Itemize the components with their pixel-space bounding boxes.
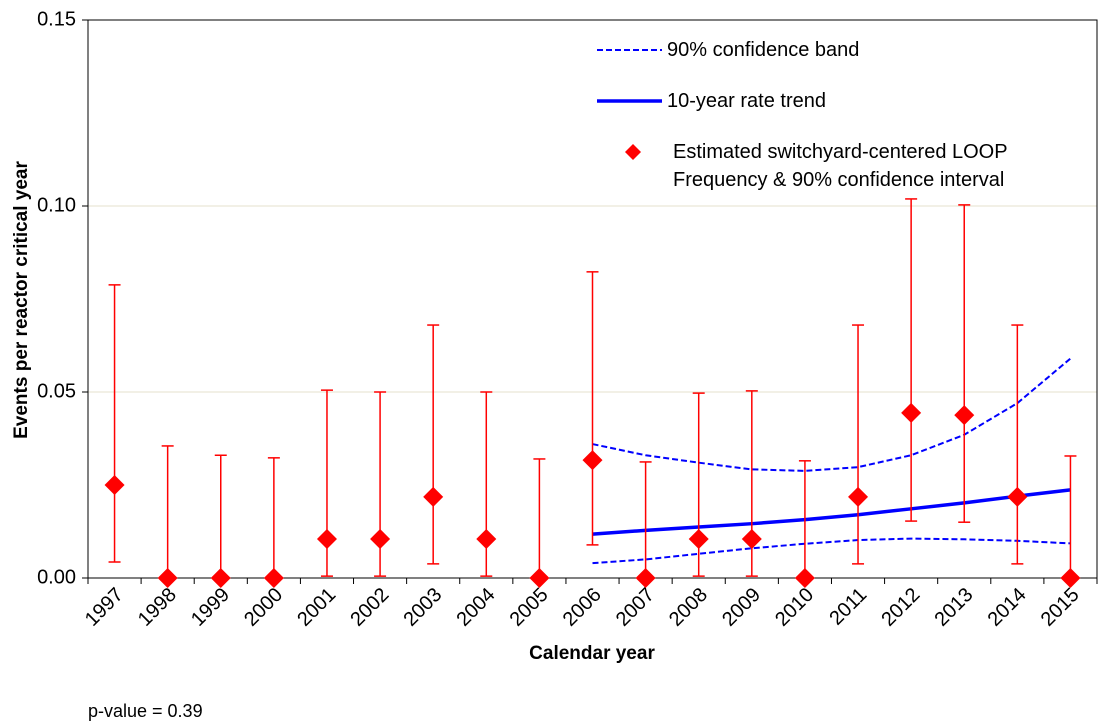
point xyxy=(901,402,922,423)
plot-frame xyxy=(87,19,1098,579)
x-tick-label: 2000 xyxy=(240,584,287,631)
x-tick-label: 1999 xyxy=(187,584,234,631)
point xyxy=(316,528,337,549)
x-tick-label: 2011 xyxy=(825,584,871,630)
legend-label: Estimated switchyard-centered LOOP Frequ… xyxy=(673,141,1008,191)
error-bar xyxy=(852,324,865,565)
point xyxy=(582,450,603,471)
x-tick-label: 2003 xyxy=(399,584,446,631)
y-tick-label: 0.10 xyxy=(37,194,76,216)
point xyxy=(954,405,975,426)
point xyxy=(370,528,391,549)
x-tick-label: 1998 xyxy=(134,584,181,631)
point xyxy=(635,568,656,588)
confidence-band xyxy=(592,357,1072,472)
error-bar xyxy=(108,284,121,563)
x-tick-label: 2001 xyxy=(293,584,340,631)
error-bar xyxy=(958,204,971,523)
point xyxy=(741,528,762,549)
point xyxy=(210,568,231,588)
x-tick-label: 2004 xyxy=(453,584,500,631)
x-tick-label: 2009 xyxy=(718,584,765,631)
legend-label: 90% confidence band xyxy=(667,39,860,61)
point xyxy=(476,528,497,549)
point xyxy=(529,568,550,588)
x-tick-label: 2005 xyxy=(506,584,553,631)
x-tick-label: 2010 xyxy=(771,584,818,631)
point xyxy=(794,568,815,588)
error-bar xyxy=(533,458,546,579)
x-tick-label: 2013 xyxy=(930,584,977,631)
point xyxy=(423,486,444,507)
x-tick-label: 2012 xyxy=(877,584,924,631)
y-tick-label: 0.05 xyxy=(37,380,76,402)
point xyxy=(1007,486,1028,507)
error-bar xyxy=(427,324,440,565)
confidence-band xyxy=(592,537,1071,565)
y-tick-label: 0.15 xyxy=(37,8,76,30)
y-tick-label: 0.00 xyxy=(37,566,76,588)
y-axis-title: Events per reactor critical year xyxy=(11,161,32,439)
x-tick-label: 2015 xyxy=(1037,584,1084,631)
error-bar xyxy=(214,454,227,579)
error-bar xyxy=(586,271,599,546)
point xyxy=(848,486,869,507)
error-bar xyxy=(161,445,174,579)
legend-label: 10-year rate trend xyxy=(667,90,826,112)
error-bar xyxy=(1064,455,1077,579)
x-axis-title: Calendar year xyxy=(529,643,655,664)
annotation: p-value = 0.39 xyxy=(88,701,203,721)
point xyxy=(263,568,284,588)
error-bar xyxy=(905,198,918,522)
point xyxy=(104,475,125,495)
x-tick-label: 2008 xyxy=(665,584,712,631)
x-tick-label: 2006 xyxy=(559,584,606,631)
error-bar xyxy=(267,457,280,579)
point xyxy=(688,528,709,549)
point xyxy=(1060,568,1081,588)
x-tick-label: 1997 xyxy=(81,584,128,631)
x-tick-label: 2007 xyxy=(612,584,659,631)
error-bar xyxy=(1011,324,1024,565)
point xyxy=(157,568,178,588)
trend-line xyxy=(592,488,1071,536)
x-tick-label: 2002 xyxy=(346,584,393,631)
legend-swatch xyxy=(625,144,641,160)
x-tick-label: 2014 xyxy=(984,584,1031,631)
